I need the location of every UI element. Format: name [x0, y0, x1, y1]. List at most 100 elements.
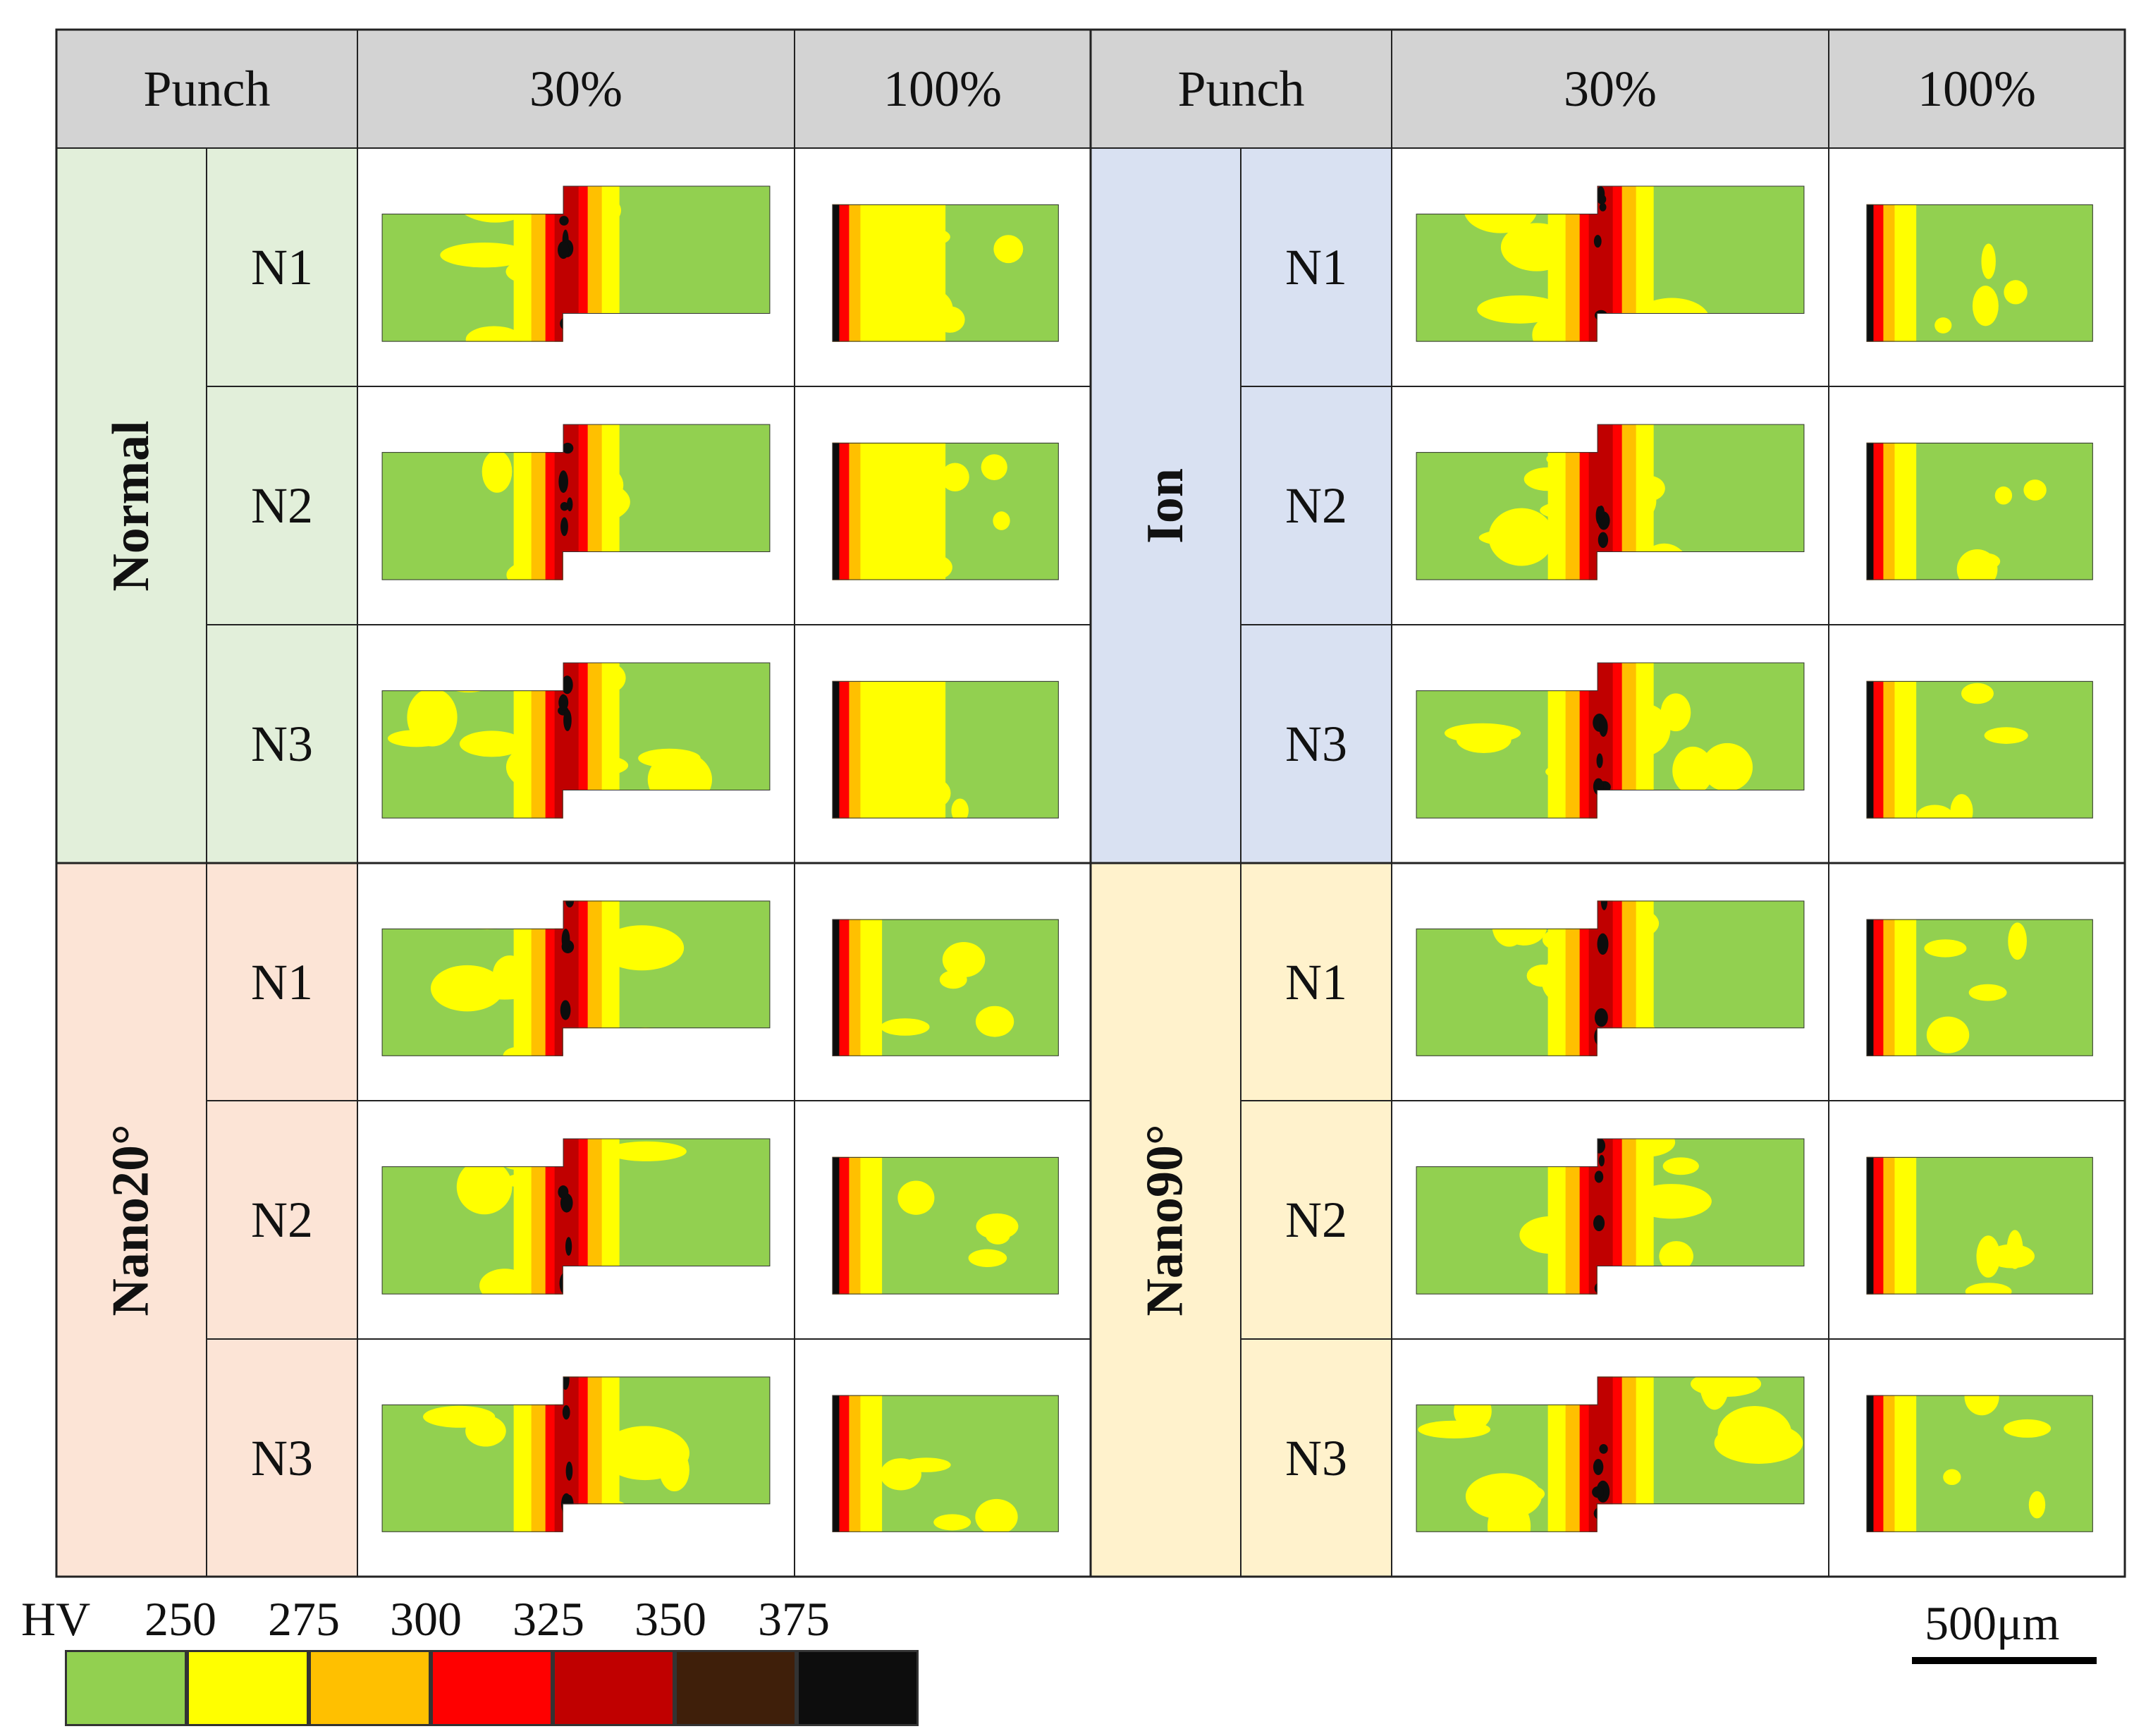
header-100-left-label: 100% [883, 61, 1002, 117]
contour-panel [1832, 151, 2122, 384]
row-label-nano20-n3: N3 [207, 1339, 357, 1577]
row-label-ion-n1: N1 [1241, 148, 1392, 386]
contour-panel [360, 1104, 792, 1336]
contour-panel [1832, 1342, 2122, 1574]
contour-map [1866, 919, 2093, 1056]
contour-panel [360, 628, 792, 860]
header-punch-left-label: Punch [143, 61, 271, 117]
contour-map [1416, 662, 1805, 819]
group-label-ion: Ion [1136, 467, 1194, 544]
header-punch-right-label: Punch [1177, 61, 1305, 117]
row-label-text: N1 [251, 239, 313, 295]
row-label-nano90-n1: N1 [1241, 863, 1392, 1101]
group-label-nano20: Nano20° [102, 1123, 161, 1316]
group-cell-ion: Ion [1091, 148, 1241, 863]
group-cell-normal: Normal [56, 148, 207, 863]
contour-map [832, 680, 1059, 819]
contour-map [1416, 900, 1805, 1056]
row-label-text: N3 [1285, 716, 1347, 772]
row-label-text: N1 [1285, 239, 1347, 295]
contour-panel [1832, 866, 2122, 1098]
legend-swatch [675, 1650, 797, 1726]
row-label-normal-n1: N1 [207, 148, 357, 386]
contour-map [1416, 424, 1805, 580]
contour-panel [360, 866, 792, 1098]
legend-swatch [309, 1650, 431, 1726]
row-label-nano20-n1: N1 [207, 863, 357, 1101]
row-label-text: N3 [1285, 1429, 1347, 1486]
contour-panel [1394, 1342, 1826, 1574]
header-100-left: 100% [795, 30, 1091, 148]
group-label-nano90: Nano90° [1136, 1123, 1195, 1316]
contour-map [1866, 204, 2093, 342]
contour-panel [360, 389, 792, 622]
header-punch-left: Punch [56, 30, 357, 148]
contour-map [381, 185, 771, 342]
contour-panel [1832, 1104, 2122, 1336]
contour-map [1416, 185, 1805, 342]
legend-swatch [187, 1650, 309, 1726]
contour-map [1416, 1376, 1805, 1532]
row-label-ion-n2: N2 [1241, 386, 1392, 625]
legend-tick-250: 250 [145, 1592, 216, 1646]
row-label-text: N2 [1285, 1192, 1347, 1248]
group-cell-nano20: Nano20° [56, 863, 207, 1577]
row-label-ion-n3: N3 [1241, 625, 1392, 863]
contour-map [1866, 1395, 2093, 1532]
contour-map [381, 424, 771, 580]
legend-swatch [65, 1650, 187, 1726]
header-100-right: 100% [1829, 30, 2125, 148]
header-30-left: 30% [357, 30, 795, 148]
contour-panel [797, 389, 1088, 622]
contour-map [381, 900, 771, 1056]
row-label-normal-n3: N3 [207, 625, 357, 863]
legend-swatch [797, 1650, 919, 1726]
legend-tick-375: 375 [758, 1592, 830, 1646]
row-label-text: N1 [251, 953, 313, 1010]
group-label-normal: Normal [102, 420, 160, 592]
header-30-right-label: 30% [1564, 61, 1657, 117]
header-30-left-label: 30% [529, 61, 623, 117]
legend-swatch [553, 1650, 675, 1726]
contour-panel [797, 1104, 1088, 1336]
header-100-right-label: 100% [1918, 61, 2036, 117]
contour-map [1866, 1156, 2093, 1295]
contour-map [381, 1376, 771, 1532]
row-label-nano90-n3: N3 [1241, 1339, 1392, 1577]
row-label-text: N2 [251, 1192, 313, 1248]
legend-tick-350: 350 [634, 1592, 706, 1646]
contour-panel [797, 628, 1088, 860]
contour-panel [1394, 628, 1826, 860]
contour-map [832, 919, 1059, 1056]
contour-panel [1394, 151, 1826, 384]
contour-panel [797, 151, 1088, 384]
contour-panel [797, 1342, 1088, 1574]
contour-map [1416, 1138, 1805, 1295]
legend-tick-300: 300 [390, 1592, 462, 1646]
row-label-nano90-n2: N2 [1241, 1101, 1392, 1339]
scale-bar-label: 500μm [1925, 1596, 2060, 1650]
row-label-text: N3 [251, 716, 313, 772]
legend-swatch [431, 1650, 553, 1726]
contour-map [832, 1395, 1059, 1532]
contour-panel [1394, 389, 1826, 622]
contour-map [1866, 442, 2093, 580]
contour-panel [1832, 628, 2122, 860]
contour-panel [1394, 1104, 1826, 1336]
row-label-nano20-n2: N2 [207, 1101, 357, 1339]
legend-tick-325: 325 [513, 1592, 584, 1646]
contour-map [832, 1156, 1059, 1295]
row-label-text: N2 [1285, 477, 1347, 534]
header-30-right: 30% [1392, 30, 1829, 148]
group-cell-nano90: Nano90° [1091, 863, 1241, 1577]
row-label-text: N2 [251, 477, 313, 534]
contour-panel [360, 151, 792, 384]
contour-panel [360, 1342, 792, 1574]
contour-map [381, 662, 771, 819]
legend-tick-275: 275 [268, 1592, 340, 1646]
row-label-text: N3 [251, 1429, 313, 1486]
row-label-normal-n2: N2 [207, 386, 357, 625]
contour-map [832, 204, 1059, 342]
contour-panel [1832, 389, 2122, 622]
